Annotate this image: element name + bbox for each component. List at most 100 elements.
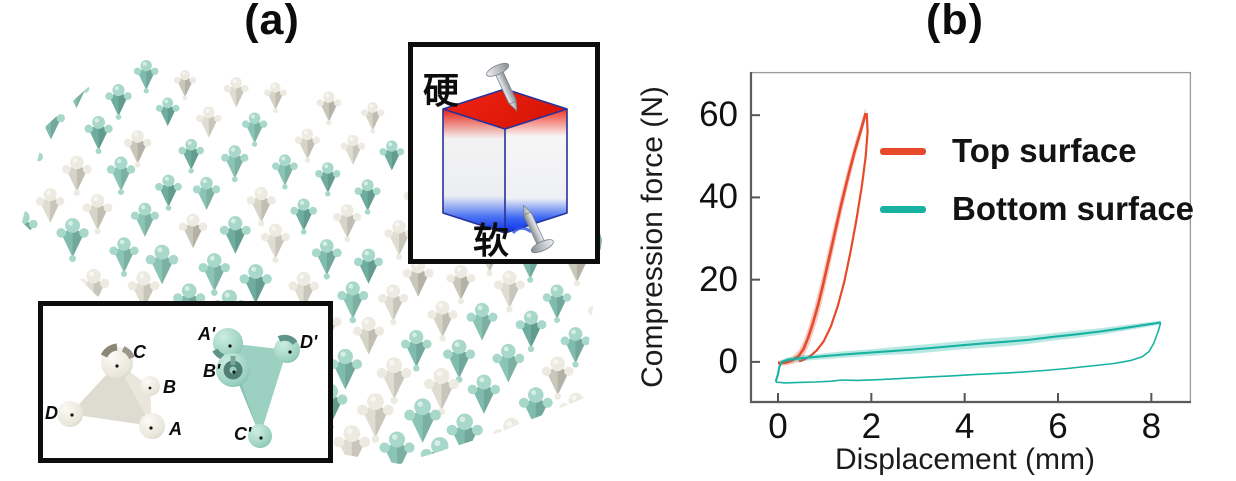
axis-lines bbox=[749, 72, 1191, 404]
lattice-unit bbox=[354, 248, 383, 284]
series-0-unloading-curve bbox=[798, 113, 869, 363]
lattice-unit bbox=[384, 219, 414, 260]
chart-legend: Top surface Bottom surface bbox=[880, 127, 1194, 233]
lattice-unit bbox=[198, 253, 231, 296]
lattice-unit bbox=[192, 176, 221, 210]
lattice-unit bbox=[376, 357, 412, 405]
lattice-unit bbox=[246, 186, 276, 227]
lattice-unit bbox=[0, 313, 20, 362]
lattice-unit bbox=[466, 302, 498, 341]
lattice-unit bbox=[357, 393, 394, 443]
lattice-unit bbox=[42, 50, 65, 75]
lattice-unit bbox=[515, 310, 547, 353]
gradient-cube bbox=[442, 88, 568, 235]
lattice-unit bbox=[337, 281, 369, 324]
lattice-unit bbox=[328, 348, 363, 390]
lattice-unit bbox=[379, 431, 415, 464]
lattice-unit bbox=[541, 356, 574, 400]
unit-cell-inset: C B D A A' B' C' D' bbox=[38, 301, 333, 463]
lattice-unit bbox=[196, 106, 222, 138]
lattice-unit bbox=[36, 105, 65, 140]
lattice-unit bbox=[333, 204, 362, 243]
lattice-unit bbox=[492, 343, 525, 383]
series-1-loading-curve bbox=[774, 321, 1161, 382]
lattice-unit bbox=[173, 69, 197, 101]
lattice-unit bbox=[56, 218, 89, 262]
lattice-unit bbox=[0, 101, 13, 134]
lattice-unit bbox=[404, 398, 441, 443]
top-surface-line-swatch bbox=[880, 147, 926, 155]
lattice-unit bbox=[63, 77, 90, 109]
lattice-unit bbox=[446, 413, 483, 458]
y-tick-label: 40 bbox=[699, 177, 738, 217]
y-tick-label: 0 bbox=[718, 341, 738, 381]
lattice-unit bbox=[109, 237, 139, 277]
lattice-unit bbox=[400, 329, 432, 372]
vertex-label: A bbox=[168, 419, 182, 439]
panel-b: (b) Compression force (N) Top surface Bo… bbox=[620, 0, 1236, 481]
x-tick-label: 2 bbox=[861, 407, 882, 446]
cube-diagram: 硬 软 bbox=[423, 62, 568, 259]
lattice-unit bbox=[178, 213, 208, 249]
lattice-unit bbox=[379, 140, 405, 171]
lattice-unit bbox=[22, 143, 43, 184]
x-tick-label: 8 bbox=[1141, 407, 1162, 446]
panel-a: (a) bbox=[0, 0, 602, 464]
lattice-unit bbox=[145, 244, 179, 285]
lattice-unit bbox=[155, 97, 180, 127]
top-nail-icon bbox=[486, 62, 518, 112]
lattice-unit bbox=[378, 284, 409, 326]
lattice-unit bbox=[221, 145, 249, 183]
lattice-unit bbox=[478, 453, 496, 464]
lattice-unit bbox=[311, 239, 342, 280]
lattice-unit bbox=[493, 270, 525, 313]
lattice-unit bbox=[424, 368, 459, 416]
lattice-unit bbox=[130, 202, 159, 237]
unit-cell-teal bbox=[212, 328, 300, 448]
lattice-unit bbox=[290, 198, 318, 235]
lattice-unit bbox=[84, 115, 113, 155]
lattice-unit bbox=[427, 300, 458, 342]
lattice-unit bbox=[316, 91, 342, 126]
plot-border bbox=[749, 71, 1192, 404]
lattice-unit bbox=[540, 429, 575, 464]
lattice-unit bbox=[22, 259, 25, 269]
lattice-unit bbox=[353, 316, 385, 355]
soft-label: 软 bbox=[473, 220, 509, 259]
lattice-unit bbox=[106, 156, 136, 195]
legend-item-bottom-surface: Bottom surface bbox=[880, 185, 1194, 233]
lattice-unit bbox=[22, 357, 43, 401]
legend-label-bottom-surface: Bottom surface bbox=[952, 190, 1195, 227]
lattice-unit bbox=[62, 155, 92, 196]
lattice-unit bbox=[239, 264, 272, 308]
vertex-label: D bbox=[45, 403, 58, 423]
lattice-unit bbox=[123, 130, 152, 168]
lattice-unit bbox=[333, 425, 371, 464]
bottom-nail-icon bbox=[522, 204, 554, 254]
vertex-label: B bbox=[163, 377, 176, 397]
lattice-unit bbox=[219, 216, 251, 254]
lattice-unit bbox=[560, 327, 591, 368]
lattice-unit bbox=[315, 162, 341, 197]
lattice-unit bbox=[82, 193, 113, 235]
lattice-unit bbox=[178, 138, 204, 174]
lattice-unit bbox=[340, 134, 366, 165]
unit-cell-labels: CB D A A' B' C' D' bbox=[45, 324, 318, 444]
lattice-unit bbox=[133, 59, 159, 94]
lattice-unit bbox=[420, 437, 459, 464]
lattice-unit bbox=[518, 387, 553, 434]
lattice-unit bbox=[588, 296, 602, 338]
unit-cell-white bbox=[57, 343, 165, 439]
vertex-label: D' bbox=[300, 332, 318, 352]
vertex-label: A' bbox=[197, 324, 216, 344]
panel-b-title: (b) bbox=[926, 0, 984, 44]
lattice-unit bbox=[105, 84, 132, 120]
legend-label-top-surface: Top surface bbox=[952, 132, 1137, 169]
lattice-unit bbox=[402, 259, 434, 297]
lattice-unit bbox=[271, 154, 298, 190]
lattice-unit bbox=[446, 264, 476, 305]
lattice-unit bbox=[241, 112, 268, 147]
lattice-unit bbox=[155, 174, 182, 211]
series-1-unloading-curve bbox=[775, 322, 1162, 384]
